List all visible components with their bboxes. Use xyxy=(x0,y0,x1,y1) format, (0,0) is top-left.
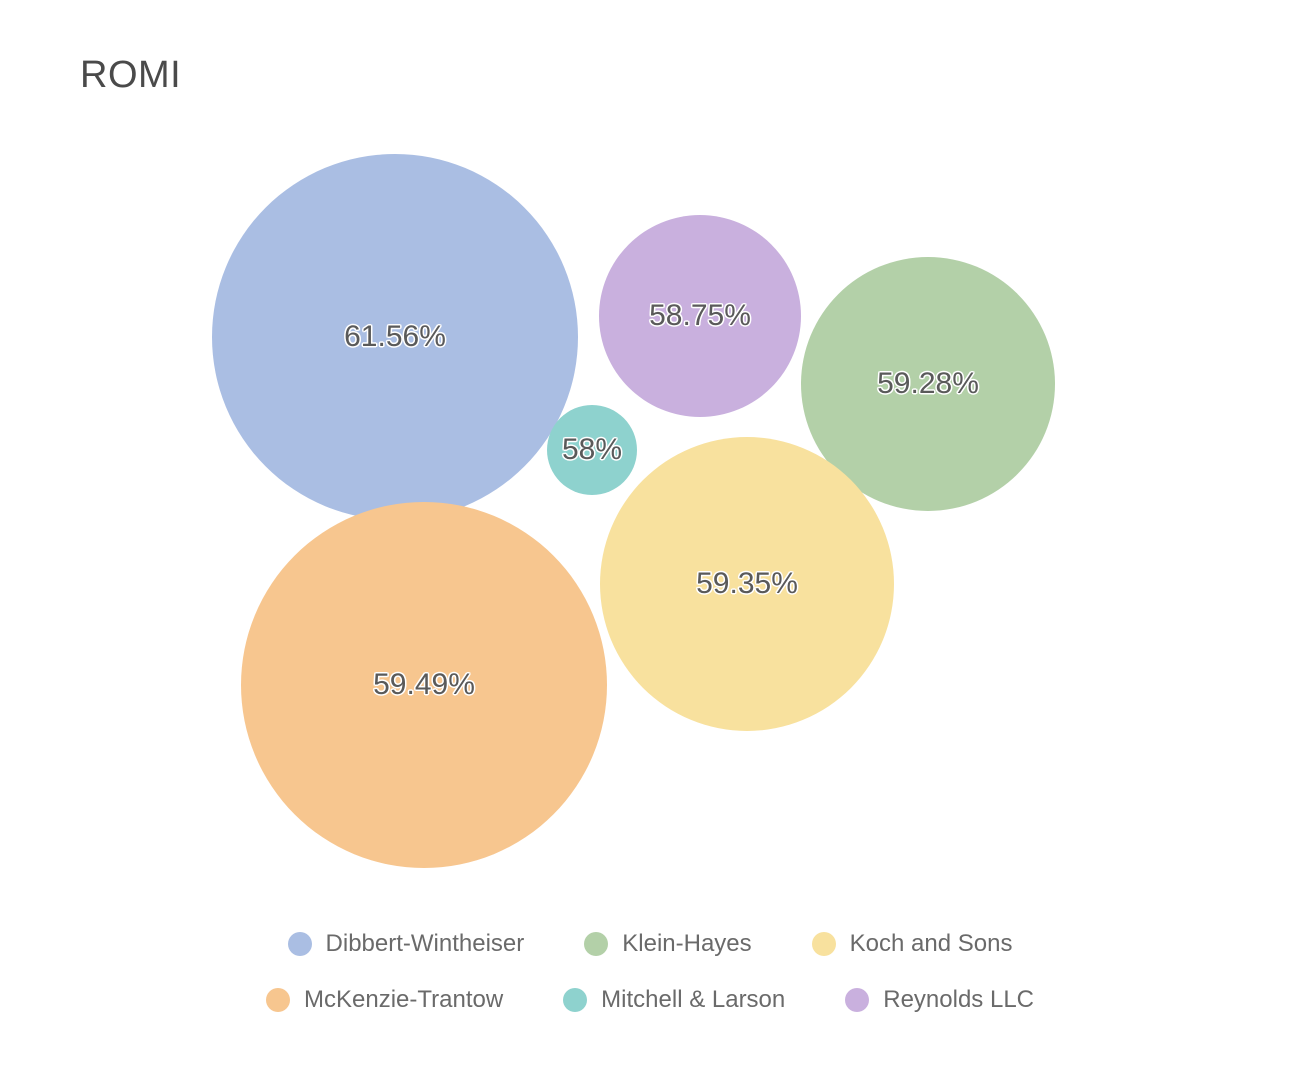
legend-swatch-icon xyxy=(288,932,312,956)
bubble-mitchell[interactable]: 58% xyxy=(547,405,637,495)
legend-item[interactable]: Koch and Sons xyxy=(812,930,1013,958)
bubble-koch[interactable]: 59.35% xyxy=(600,437,894,731)
legend-label: Mitchell & Larson xyxy=(601,986,785,1014)
bubble-label-dibbert: 61.56% xyxy=(344,320,446,354)
bubble-label-koch: 59.35% xyxy=(696,567,798,601)
legend-label: McKenzie-Trantow xyxy=(304,986,503,1014)
bubble-label-mckenzie: 59.49% xyxy=(373,668,475,702)
legend-swatch-icon xyxy=(812,932,836,956)
legend-swatch-icon xyxy=(845,988,869,1012)
bubble-label-mitchell: 58% xyxy=(562,433,622,467)
bubble-label-reynolds: 58.75% xyxy=(649,299,751,333)
legend-label: Reynolds LLC xyxy=(883,986,1034,1014)
bubble-label-klein: 59.28% xyxy=(877,367,979,401)
legend-item[interactable]: Klein-Hayes xyxy=(584,930,751,958)
legend-label: Klein-Hayes xyxy=(622,930,751,958)
bubble-dibbert[interactable]: 61.56% xyxy=(212,154,578,520)
legend-item[interactable]: Reynolds LLC xyxy=(845,986,1034,1014)
legend-swatch-icon xyxy=(584,932,608,956)
chart-title: ROMI xyxy=(80,54,181,97)
bubble-reynolds[interactable]: 58.75% xyxy=(599,215,801,417)
legend-item[interactable]: Dibbert-Wintheiser xyxy=(288,930,525,958)
legend-item[interactable]: McKenzie-Trantow xyxy=(266,986,503,1014)
legend-swatch-icon xyxy=(266,988,290,1012)
legend-label: Dibbert-Wintheiser xyxy=(326,930,525,958)
chart-legend: Dibbert-Wintheiser Klein-Hayes Koch and So… xyxy=(190,930,1110,1014)
legend-label: Koch and Sons xyxy=(850,930,1013,958)
bubble-mckenzie[interactable]: 59.49% xyxy=(241,502,607,868)
legend-swatch-icon xyxy=(563,988,587,1012)
legend-item[interactable]: Mitchell & Larson xyxy=(563,986,785,1014)
